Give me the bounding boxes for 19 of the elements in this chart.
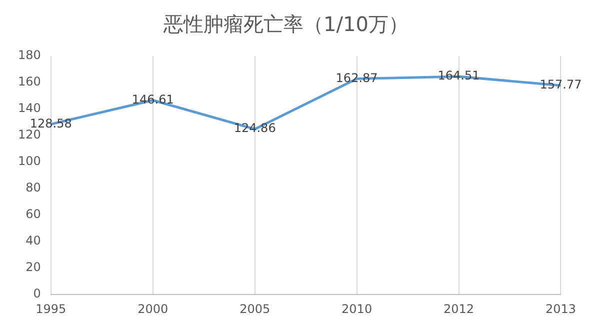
data-label: 128.58 <box>30 116 72 130</box>
x-tick-label: 2012 <box>443 302 474 316</box>
y-tick-label: 140 <box>18 101 41 116</box>
y-tick-label: 0 <box>33 286 41 301</box>
y-tick-label: 180 <box>18 48 41 62</box>
x-tick-label: 2000 <box>138 302 168 316</box>
data-label: 157.77 <box>540 78 582 92</box>
x-tick-label: 2013 <box>545 302 576 316</box>
y-tick-label: 100 <box>18 154 41 168</box>
y-tick-label: 20 <box>26 260 41 274</box>
x-tick-label: 2010 <box>342 302 372 316</box>
y-tick-label: 80 <box>26 180 41 195</box>
x-tick-label: 1995 <box>36 302 66 316</box>
y-tick-label: 40 <box>26 234 41 248</box>
y-tick-label: 120 <box>18 128 41 142</box>
y-tick-label: 60 <box>26 207 41 222</box>
x-tick-label: 2005 <box>240 302 270 316</box>
chart-title: 恶性肿瘤死亡率（1/10万） <box>162 12 408 36</box>
y-tick-label: 160 <box>18 74 41 89</box>
